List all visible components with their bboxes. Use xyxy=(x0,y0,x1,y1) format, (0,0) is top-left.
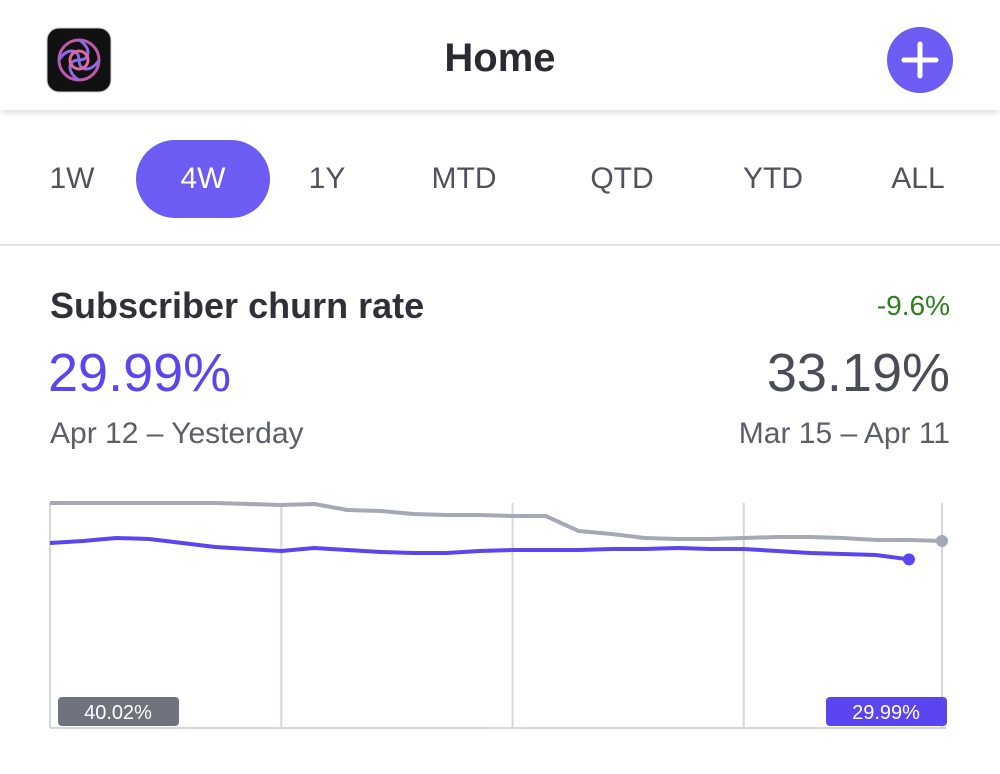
tab[interactable]: MTD xyxy=(431,162,497,195)
header: Home xyxy=(0,0,1000,110)
series-line xyxy=(49,535,910,562)
period-tabs: 1W 4W 1Y MTD QTD YTD ALL xyxy=(0,140,1000,220)
y-tick-label-box xyxy=(58,697,179,726)
header-title: Home xyxy=(444,36,556,80)
tab[interactable]: QTD xyxy=(590,162,654,195)
period: Apr 12 – Yesterday xyxy=(50,417,304,450)
separator xyxy=(0,244,1000,246)
metric-title: Subscriber churn rate xyxy=(50,285,425,326)
value-label-box xyxy=(826,697,947,726)
previous-period: Mar 15 – Apr 11 xyxy=(738,417,950,450)
metric-value: 29.99% xyxy=(48,343,232,403)
previous-value: 33.19% xyxy=(766,343,950,403)
tab[interactable]: 1W xyxy=(49,162,95,195)
y-tick-label: 40.02% xyxy=(84,702,152,724)
series-line xyxy=(50,501,943,544)
value-label: 29.99% xyxy=(852,702,920,724)
end-dot xyxy=(902,553,915,566)
chart: 40.02% 29.99% xyxy=(49,501,948,729)
tab[interactable]: ALL xyxy=(891,162,945,195)
end-dot xyxy=(936,535,948,548)
tab[interactable]: 4W xyxy=(136,140,270,218)
tab[interactable]: 1Y xyxy=(308,162,346,195)
add-button[interactable] xyxy=(886,26,954,94)
metric-change: -9.6% xyxy=(876,290,950,321)
app-icon[interactable] xyxy=(46,27,112,93)
tab[interactable]: YTD xyxy=(743,162,803,195)
